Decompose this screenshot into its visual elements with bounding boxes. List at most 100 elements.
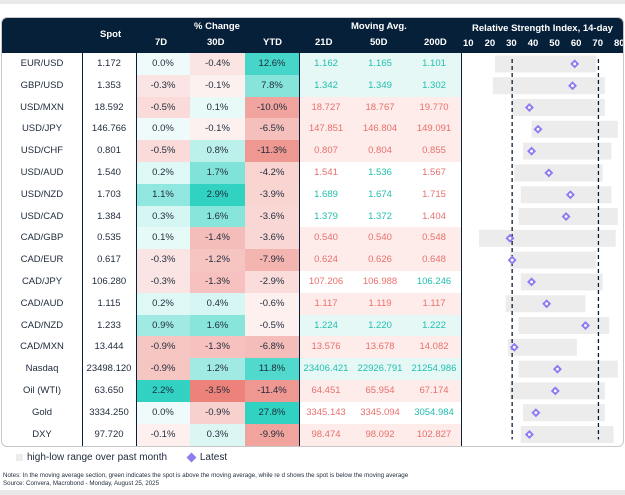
cell-ma21: 13.576 — [299, 336, 353, 359]
cell-ytd: -4.2% — [245, 162, 299, 184]
cell-name: USD/JPY — [21, 123, 63, 135]
rsi-range-bar — [518, 317, 610, 334]
rsi-marker-center — [508, 236, 512, 240]
divider-spot — [136, 53, 137, 446]
header-30d: 30D — [207, 37, 225, 48]
cell-ma21: 107.206 — [299, 271, 353, 293]
cell-ma50: 1.119 — [353, 292, 407, 315]
cell-ma200: 67.174 — [407, 380, 461, 402]
cell-d30: 0.3% — [190, 423, 245, 446]
rsi-range-bar — [512, 99, 605, 116]
cell-ma21: 0.624 — [299, 249, 353, 272]
rsi-range-bar — [518, 360, 618, 378]
table-row: CAD/JPY 106.280 -0.3% -1.3% -2.9% 107.206 106.… — [2, 271, 623, 293]
table-row: USD/MXN 18.592 -0.5% 0.1% -10.0% 18.727 18.767… — [2, 96, 623, 119]
rsi-range-bar — [479, 229, 616, 247]
rsi-marker-center — [528, 433, 531, 436]
diamond-marker-icon — [186, 452, 197, 463]
table-row: Oil (WTI) 63.650 2.2% -3.5% -11.4% 64.451 65.9… — [2, 380, 623, 402]
source-text: Source: Convera, Macrobond - Monday, Aug… — [3, 480, 160, 487]
header-21d: 21D — [315, 37, 333, 48]
cell-d30: 1.2% — [190, 358, 245, 381]
cell-ma50: 1.220 — [353, 314, 407, 337]
cell-spot: 97.720 — [94, 428, 124, 440]
cell-ma21: 0.540 — [299, 227, 353, 250]
cell-ytd: -7.9% — [245, 249, 299, 272]
rsi-marker-center — [553, 389, 557, 393]
cell-d7: 1.1% — [136, 183, 190, 206]
cell-spot: 13.444 — [94, 341, 124, 353]
rsi-tick-label: 70 — [592, 38, 603, 49]
rsi-marker-center — [536, 127, 540, 131]
cell-ma200: 14.082 — [407, 336, 461, 359]
cell-name: CAD/JPY — [21, 276, 63, 287]
cell-ytd: -0.5% — [245, 314, 299, 337]
table-row: USD/JPY 146.766 0.0% -0.1% -6.5% 147.851 146.8… — [2, 118, 623, 141]
cell-spot: 1.540 — [97, 167, 121, 178]
cell-ma50: 1.674 — [353, 183, 407, 206]
table-row: CAD/EUR 0.617 -0.3% -1.2% -7.9% 0.624 0.626 0.6… — [2, 249, 623, 272]
cell-ma50: 22926.791 — [353, 358, 407, 381]
cell-ma21: 147.851 — [299, 118, 353, 141]
cell-d7: 0.2% — [136, 292, 190, 315]
cell-ma200: 1.101 — [407, 53, 461, 75]
cell-ma50: 18.767 — [353, 96, 407, 119]
cell-name: CAD/NZD — [20, 319, 64, 331]
table-row: USD/NZD 1.703 1.1% 2.9% -3.9% 1.689 1.674 1.715 — [2, 183, 623, 206]
cell-name: USD/NZD — [20, 188, 64, 200]
cell-ma21: 1.342 — [299, 74, 353, 97]
cell-ma21: 23406.421 — [299, 358, 353, 381]
cell-ytd: -11.4% — [245, 380, 299, 402]
rsi-range-bar — [522, 142, 612, 160]
cell-d30: -1.3% — [190, 336, 245, 359]
cell-name: Nasdaq — [25, 363, 59, 375]
footnotes: Notes: In the moving average section, gr… — [3, 472, 408, 488]
cell-d30: -0.1% — [190, 74, 245, 97]
cell-name: CAD/GBP — [20, 232, 64, 244]
rsi-tick-label: 60 — [570, 38, 582, 49]
table-row: DXY 97.720 -0.1% 0.3% -9.9% 98.474 98.092 102.8… — [2, 423, 623, 446]
cell-d7: -0.1% — [136, 423, 190, 446]
cell-ma200: 106.246 — [407, 271, 461, 293]
cell-ytd: -0.6% — [245, 292, 299, 315]
cell-ma200: 1.715 — [407, 183, 461, 206]
cell-d30: 0.8% — [190, 140, 245, 163]
legend: high-low range over past month Latest — [16, 452, 227, 463]
cell-d7: -0.5% — [136, 96, 190, 119]
cell-d7: -0.3% — [136, 271, 190, 293]
header-moving-avg: Moving Avg. — [351, 21, 407, 32]
cell-ytd: -3.9% — [245, 183, 299, 206]
rsi-range-bar — [514, 164, 603, 182]
cell-ma50: 0.804 — [353, 140, 407, 163]
header-spot: Spot — [100, 29, 122, 40]
header-rsi-title: Relative Strength Index, 14-day — [472, 23, 613, 34]
cell-name: EUR/USD — [20, 58, 64, 69]
range-swatch-icon — [16, 453, 23, 461]
cell-name: USD/CAD — [20, 210, 64, 222]
cell-spot: 1.703 — [97, 188, 121, 200]
cell-ma200: 1.404 — [407, 205, 461, 228]
rsi-range-bar — [520, 273, 603, 291]
cell-spot: 1.384 — [97, 210, 121, 222]
market-table: Spot % Change 7D 30D YTD Moving Avg. 21D… — [1, 17, 624, 447]
table-header: Spot % Change 7D 30D YTD Moving Avg. 21D… — [2, 18, 623, 53]
cell-d7: -0.5% — [136, 140, 190, 163]
cell-name: USD/MXN — [20, 101, 64, 113]
table-row: CAD/NZD 1.233 0.9% 1.6% -0.5% 1.224 1.220 1.222 — [2, 314, 623, 337]
cell-ma200: 1.117 — [407, 292, 461, 315]
cell-d7: 0.0% — [136, 401, 190, 424]
rsi-marker-center — [530, 280, 533, 284]
top-strip — [0, 0, 625, 4]
cell-d7: -0.3% — [136, 74, 190, 97]
cell-d7: -0.9% — [136, 358, 190, 381]
table-row: GBP/USD 1.353 -0.3% -0.1% 7.8% 1.342 1.349 1.30… — [2, 74, 623, 97]
rsi-marker-center — [545, 302, 549, 306]
cell-ytd: 27.8% — [245, 401, 299, 424]
cell-ma200: 1.567 — [407, 162, 461, 184]
table-row: USD/CAD 1.384 0.3% 1.6% -3.6% 1.379 1.372 1.404 — [2, 205, 623, 228]
rsi-marker-center — [510, 258, 514, 262]
cell-d30: 0.4% — [190, 292, 245, 315]
cell-ma200: 0.855 — [407, 140, 461, 163]
rsi-range-bar — [509, 251, 597, 269]
cell-d30: 1.6% — [190, 205, 245, 228]
